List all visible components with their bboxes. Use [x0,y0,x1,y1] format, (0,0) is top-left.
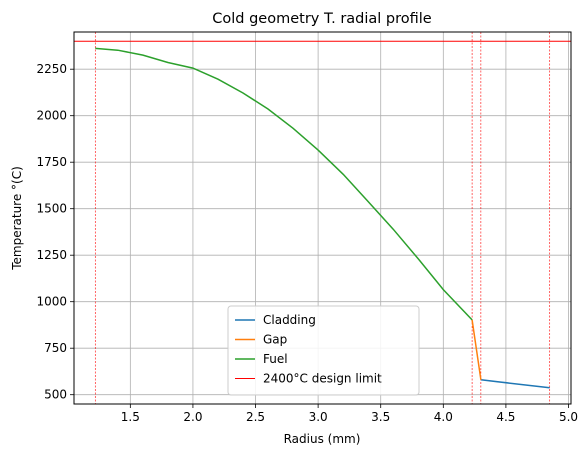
legend-label-fuel: Fuel [263,352,288,366]
legend-label-design-limit: 2400°C design limit [263,372,382,386]
x-tick-label: 4.0 [434,410,453,424]
x-tick-label: 4.5 [496,410,515,424]
x-tick-label: 5.0 [559,410,578,424]
legend: Cladding Gap Fuel 2400°C design limit [227,305,420,396]
y-tick-label: 1750 [36,155,67,169]
legend-box [227,305,420,396]
plot-frame [73,31,572,405]
series-lines [74,40,571,389]
y-axis-ticks: 500 750 1000 1250 1500 1750 2000 2250 [36,62,74,402]
vertical-markers [94,32,551,404]
y-tick-label: 500 [44,388,67,402]
series-line-cladding [480,379,550,389]
legend-label-gap: Gap [263,333,287,347]
x-axis-ticks: 1.5 2.0 2.5 3.0 3.5 4.0 4.5 5.0 [121,404,578,424]
x-tick-label: 2.5 [246,410,265,424]
grid [74,32,571,404]
x-tick-label: 1.5 [121,410,140,424]
x-tick-label: 2.0 [183,410,202,424]
series-line-fuel [95,47,473,321]
legend-label-cladding: Cladding [263,313,316,327]
y-tick-label: 2250 [36,62,67,76]
x-tick-label: 3.5 [371,410,390,424]
y-tick-label: 750 [44,341,67,355]
y-tick-label: 2000 [36,109,67,123]
x-tick-label: 3.0 [309,410,328,424]
y-tick-label: 1000 [36,295,67,309]
y-tick-label: 1250 [36,248,67,262]
x-axis-label: Radius (mm) [284,432,361,446]
y-tick-label: 1500 [36,202,67,216]
series-line-gap [471,319,482,380]
y-axis-label: Temperature °(C) [10,166,24,271]
chart-title: Cold geometry T. radial profile [212,11,432,27]
